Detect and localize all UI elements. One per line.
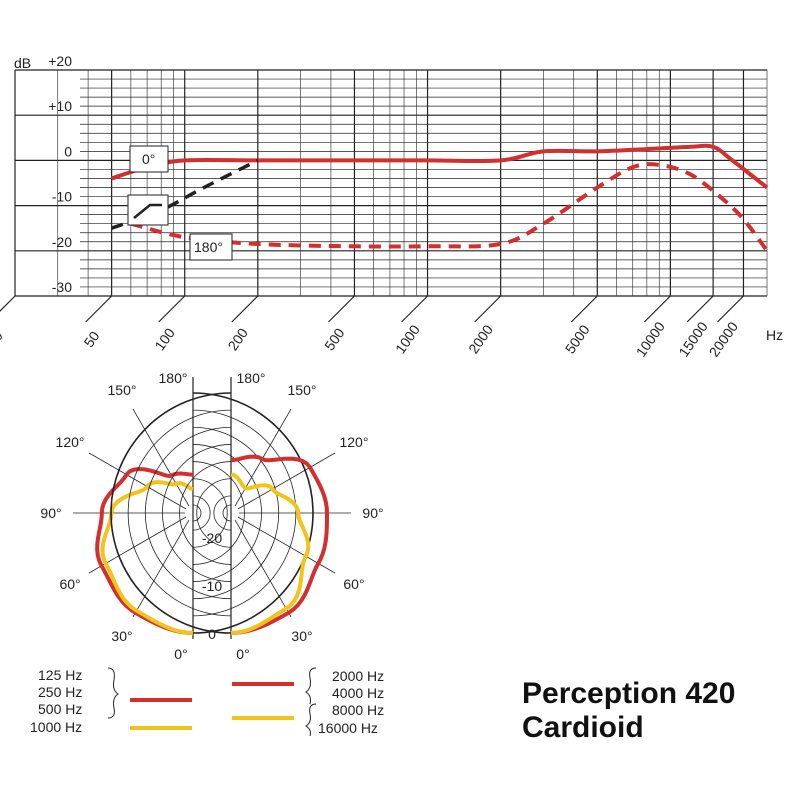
product-name: Perception 420 xyxy=(522,677,735,710)
legend-label: 250 Hz xyxy=(38,684,82,700)
product-pattern: Cardioid xyxy=(522,711,644,744)
polar-spoke xyxy=(234,519,292,618)
polar-angle-label: 150° xyxy=(288,382,317,398)
x-tick-stub xyxy=(474,295,502,323)
legend-label: 16000 Hz xyxy=(318,720,378,736)
frequency-response-grid xyxy=(0,69,768,323)
x-tick-label: 100 xyxy=(151,325,178,353)
polar-spoke xyxy=(132,519,190,618)
legend-label: 500 Hz xyxy=(38,701,82,717)
polar-angle-label: 30° xyxy=(111,628,132,644)
polar-spoke xyxy=(237,452,336,510)
polar-angle-label: 60° xyxy=(59,576,80,592)
polar-ring xyxy=(213,495,232,531)
x-axis-label: Hz xyxy=(766,327,783,343)
polar-curve-high xyxy=(230,454,329,635)
legend-label: 125 Hz xyxy=(38,667,82,683)
x-tick-stub xyxy=(0,295,16,312)
polar-ring xyxy=(196,478,232,548)
legend-label: 4000 Hz xyxy=(332,685,384,701)
x-tick-label: 50 xyxy=(81,328,103,350)
y-tick-label: +20 xyxy=(48,53,72,69)
x-tick-stub xyxy=(328,295,355,323)
polar-angle-label: 180° xyxy=(237,370,266,386)
polar-radius-label: -10 xyxy=(202,578,222,594)
x-tick-label: 10000 xyxy=(633,318,669,359)
x-tick-label: 20 xyxy=(0,328,6,350)
polar-angle-label: 150° xyxy=(108,382,137,398)
legend-label: 8000 Hz xyxy=(332,702,384,718)
legend-right: 2000 Hz 4000 Hz 8000 Hz 16000 Hz xyxy=(232,667,384,737)
x-tick-stub xyxy=(570,295,598,323)
polar-radius-label: -20 xyxy=(202,530,222,546)
y-tick-label: +10 xyxy=(48,98,72,114)
polar-ring xyxy=(192,495,211,531)
polar-angle-label: 30° xyxy=(291,628,312,644)
polar-curve-low xyxy=(95,467,194,635)
polar-curve-very-high xyxy=(230,472,311,635)
polar-spoke xyxy=(88,452,187,510)
polar-ring xyxy=(192,478,228,548)
x-tick-label: 20000 xyxy=(706,318,742,359)
polar-ring xyxy=(192,504,202,522)
polar-angle-label: 180° xyxy=(159,370,188,386)
x-tick-stub xyxy=(643,295,671,323)
svg-text:0°: 0° xyxy=(142,151,155,167)
x-tick-stub xyxy=(85,295,113,323)
polar-ring xyxy=(127,409,232,617)
polar-radius-label: 0 xyxy=(208,626,216,642)
polar-ring xyxy=(110,392,232,634)
x-tick-label: 5000 xyxy=(562,322,593,357)
x-tick-stub xyxy=(231,295,259,323)
x-tick-label: 500 xyxy=(321,325,348,353)
y-tick-label: -10 xyxy=(52,189,72,205)
polar-angle-label: 120° xyxy=(56,434,85,450)
polar-angle-label: 0° xyxy=(236,646,249,662)
polar-angle-labels: 180° 180° 150° 150° 120° 120° 90° 90° 60° 60° 30° 3… xyxy=(40,370,383,662)
polar-angle-label: 90° xyxy=(40,505,61,521)
x-tick-stub xyxy=(158,295,186,323)
x-tick-label: 1000 xyxy=(392,322,423,357)
polar-spoke xyxy=(237,516,336,574)
y-tick-label: -30 xyxy=(52,279,72,295)
y-axis-label: dB xyxy=(14,55,31,71)
polar-spoke xyxy=(132,408,190,507)
series-line-0 xyxy=(111,143,769,190)
polar-ring xyxy=(162,444,232,582)
polar-angle-label: 0° xyxy=(174,646,187,662)
x-tick-stub xyxy=(717,295,744,323)
low-cut-filter-icon xyxy=(127,194,169,226)
polar-ring xyxy=(145,426,232,600)
polar-angle-label: 90° xyxy=(362,505,383,521)
y-tick-label: -20 xyxy=(52,234,72,250)
polar-ring xyxy=(179,461,232,565)
polar-plot-right xyxy=(110,377,351,639)
polar-ring xyxy=(222,504,232,522)
svg-text:180°: 180° xyxy=(194,239,223,255)
x-tick-label: 2000 xyxy=(465,322,496,357)
x-tick-stub xyxy=(401,295,428,323)
annotation-180deg: 180° xyxy=(189,233,233,261)
frequency-y-tick-labels: +20 +10 0 -10 -20 -30 xyxy=(48,53,72,295)
polar-angle-label: 60° xyxy=(343,576,364,592)
x-tick-label: 15000 xyxy=(675,318,711,359)
x-tick-stub xyxy=(686,295,714,323)
legend-label: 1000 Hz xyxy=(30,719,82,735)
polar-angle-label: 120° xyxy=(339,434,368,450)
legend-left: 125 Hz 250 Hz 500 Hz 1000 Hz xyxy=(30,667,192,735)
polar-plot-left xyxy=(73,377,314,639)
annotation-0deg: 0° xyxy=(129,145,169,173)
x-tick-label: 200 xyxy=(224,325,251,353)
polar-radius-labels: -20 -10 0 xyxy=(202,530,222,642)
y-tick-label: 0 xyxy=(64,143,72,159)
legend-label: 2000 Hz xyxy=(332,668,384,684)
